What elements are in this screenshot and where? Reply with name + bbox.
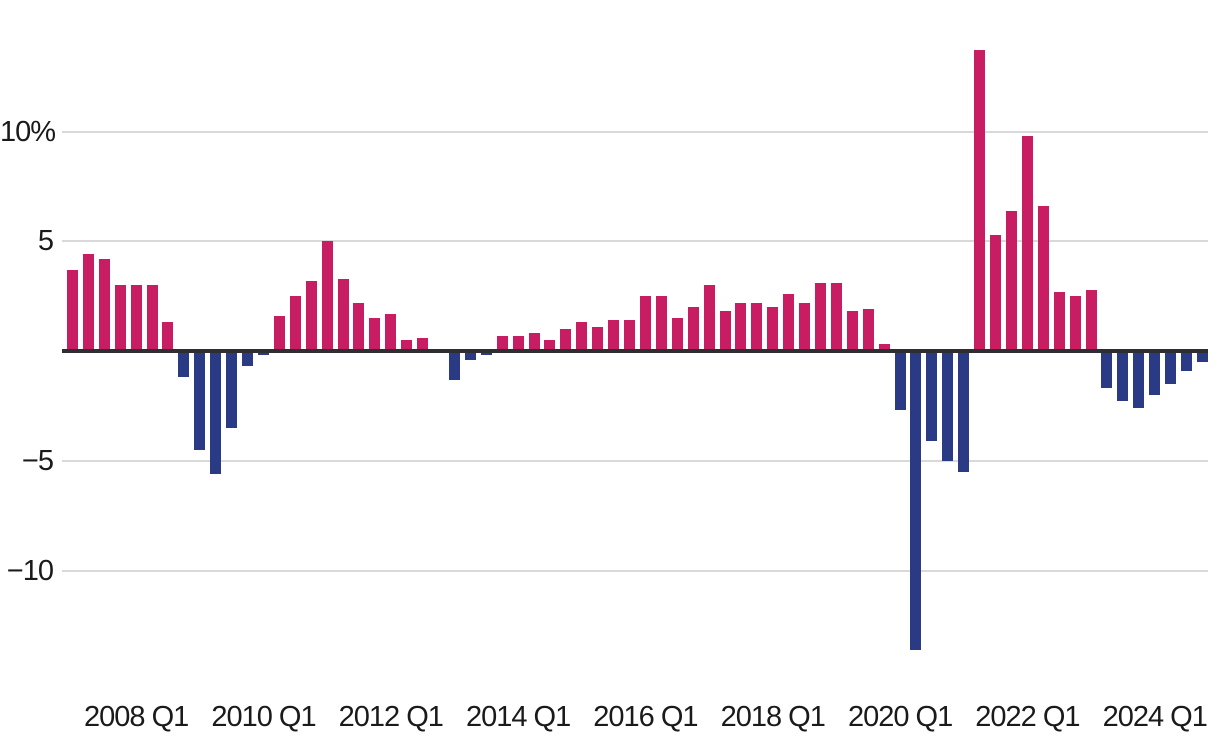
bar bbox=[178, 351, 190, 378]
bar bbox=[1005, 210, 1017, 351]
bar bbox=[560, 329, 572, 351]
bar bbox=[417, 337, 429, 351]
bar bbox=[671, 318, 683, 351]
bar bbox=[592, 326, 604, 351]
x-tick-label: 2008 Q1 bbox=[84, 701, 189, 733]
bar bbox=[226, 351, 238, 428]
bar bbox=[162, 322, 174, 351]
bar bbox=[830, 282, 842, 351]
bar bbox=[639, 296, 651, 351]
bar bbox=[703, 285, 715, 351]
bar bbox=[624, 320, 636, 351]
bar bbox=[1133, 351, 1145, 409]
bar bbox=[990, 234, 1002, 351]
bar bbox=[67, 269, 78, 351]
gridline bbox=[62, 130, 1208, 133]
gridline bbox=[62, 459, 1208, 462]
bar bbox=[1101, 351, 1113, 389]
bar bbox=[544, 340, 556, 351]
bar bbox=[1037, 206, 1049, 351]
bar bbox=[1085, 289, 1097, 351]
x-tick-label: 2018 Q1 bbox=[720, 701, 826, 733]
bar bbox=[576, 322, 588, 351]
gridline bbox=[62, 240, 1208, 243]
bar bbox=[1196, 351, 1208, 362]
bar bbox=[353, 302, 365, 351]
bar bbox=[974, 50, 986, 351]
bar bbox=[210, 351, 222, 474]
bar bbox=[783, 293, 795, 351]
y-tick-label: −10 bbox=[6, 554, 54, 587]
bar bbox=[448, 351, 460, 380]
bar bbox=[257, 351, 269, 356]
bar bbox=[942, 351, 954, 461]
bar bbox=[608, 320, 620, 351]
bar bbox=[337, 278, 349, 351]
bar bbox=[401, 340, 413, 351]
bar bbox=[910, 351, 922, 650]
bar bbox=[1165, 351, 1177, 384]
bar bbox=[480, 351, 492, 356]
bar bbox=[130, 285, 142, 351]
bar bbox=[719, 311, 731, 351]
bar bbox=[82, 254, 94, 351]
bar bbox=[958, 351, 970, 472]
bar bbox=[894, 351, 906, 411]
x-tick-label: 2022 Q1 bbox=[975, 701, 1080, 733]
bar bbox=[862, 309, 874, 351]
bar bbox=[655, 296, 667, 351]
bar bbox=[1069, 296, 1081, 351]
bar bbox=[385, 313, 397, 351]
x-tick-label: 2014 Q1 bbox=[465, 701, 571, 733]
gridline bbox=[62, 569, 1208, 572]
bar bbox=[496, 335, 508, 351]
bar bbox=[305, 280, 317, 351]
bar bbox=[512, 335, 524, 351]
bar bbox=[735, 302, 747, 351]
bar bbox=[815, 282, 826, 351]
bar bbox=[289, 296, 301, 351]
bar bbox=[1053, 291, 1065, 351]
bar bbox=[464, 351, 476, 360]
bar bbox=[751, 302, 763, 351]
bar bbox=[194, 351, 206, 450]
bar bbox=[767, 307, 779, 351]
x-tick-label: 2012 Q1 bbox=[338, 701, 444, 733]
bar bbox=[1021, 135, 1033, 351]
y-tick-label: 5 bbox=[37, 225, 54, 258]
bar bbox=[528, 333, 540, 351]
bar bbox=[878, 344, 890, 351]
x-tick-label: 2010 Q1 bbox=[211, 701, 316, 733]
bar bbox=[321, 241, 333, 351]
bar bbox=[242, 351, 254, 367]
bar bbox=[369, 318, 381, 351]
bar bbox=[1149, 351, 1161, 395]
bar bbox=[1181, 351, 1193, 371]
bar bbox=[926, 351, 938, 441]
x-axis-zero-line bbox=[62, 349, 1208, 353]
y-tick-label: 10% bbox=[0, 115, 56, 148]
bar bbox=[1117, 351, 1129, 402]
bar bbox=[687, 307, 699, 351]
bar bbox=[273, 315, 285, 351]
bar bbox=[146, 285, 158, 351]
bar bbox=[114, 285, 126, 351]
bar bbox=[846, 311, 858, 351]
bar bbox=[799, 302, 811, 351]
x-tick-label: 2020 Q1 bbox=[847, 701, 953, 733]
y-tick-label: −5 bbox=[21, 444, 54, 477]
x-tick-label: 2016 Q1 bbox=[593, 701, 698, 733]
bar bbox=[98, 258, 110, 351]
x-tick-label: 2024 Q1 bbox=[1102, 701, 1208, 733]
